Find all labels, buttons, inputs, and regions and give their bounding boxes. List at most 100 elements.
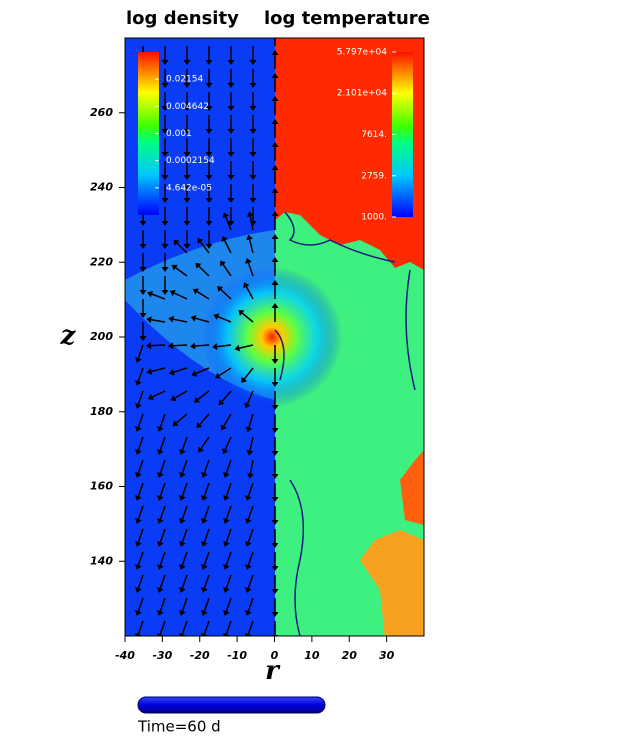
arrow-head xyxy=(193,396,201,403)
arrow-head xyxy=(227,152,235,157)
arrow-shaft xyxy=(217,344,232,348)
arrow-head xyxy=(139,336,147,341)
arrow-shaft xyxy=(217,316,232,323)
arrow-head xyxy=(161,129,169,134)
arrow-head xyxy=(135,357,142,363)
arrow-shaft xyxy=(203,597,210,612)
arrow-head xyxy=(135,564,142,570)
arrow-head xyxy=(205,152,213,157)
arrow-shaft xyxy=(137,597,144,612)
y-axis-label: z xyxy=(60,321,77,351)
arrow-shaft xyxy=(223,413,232,427)
arrow-head xyxy=(183,152,191,157)
arrow-head xyxy=(157,587,164,593)
arrow-shaft xyxy=(196,290,210,300)
arrow-shaft xyxy=(197,390,210,401)
colorbar-label: 2.101e+04 xyxy=(337,89,388,99)
arrow-shaft xyxy=(245,286,254,300)
arrow-head xyxy=(227,60,235,65)
arrow-head xyxy=(205,244,213,249)
arrow-head xyxy=(196,422,203,429)
arrow-shaft xyxy=(151,367,166,373)
arrow-head xyxy=(246,449,254,456)
arrow-shaft xyxy=(225,597,232,612)
arrow-head xyxy=(213,313,220,320)
arrow-shaft xyxy=(181,551,188,566)
arrow-head xyxy=(246,211,254,217)
arrow-head xyxy=(234,344,241,352)
arrow-shaft xyxy=(241,312,254,323)
arrow-shaft xyxy=(224,436,232,451)
arrow-head xyxy=(201,564,208,570)
arrow-shaft xyxy=(181,459,188,474)
arrow-head xyxy=(139,267,147,272)
arrow-shaft xyxy=(175,267,188,277)
arrow-head xyxy=(223,587,230,593)
arrow-head xyxy=(157,633,164,636)
arrow-head xyxy=(139,290,147,295)
arrow-shaft xyxy=(151,293,166,300)
arrow-shaft xyxy=(159,528,166,543)
arrow-head xyxy=(222,212,230,219)
arrow-shaft xyxy=(203,459,210,474)
arrow-head xyxy=(249,60,257,65)
arrow-head xyxy=(201,472,208,478)
arrow-shaft xyxy=(247,620,254,635)
arrow-head xyxy=(147,393,154,401)
arrow-head xyxy=(161,221,169,226)
arrow-head xyxy=(243,282,250,289)
arrow-shaft xyxy=(194,344,210,347)
arrow-shaft xyxy=(225,482,232,497)
arrow-head xyxy=(271,589,279,594)
arrow-head xyxy=(161,83,169,88)
arrow-head xyxy=(271,382,279,387)
arrow-shaft xyxy=(159,459,166,474)
contour xyxy=(274,211,416,636)
arrow-head xyxy=(227,175,235,180)
arrow-shaft xyxy=(200,436,210,449)
y-tick-label: 160 xyxy=(90,480,113,493)
arrow-head xyxy=(245,518,252,524)
arrow-shaft xyxy=(248,413,254,428)
x-tick-label: 10 xyxy=(304,649,320,662)
arrow-shaft xyxy=(137,390,144,405)
arrow-head xyxy=(249,83,257,88)
arrow-shaft xyxy=(181,528,188,543)
arrow-head xyxy=(157,541,164,547)
arrow-head xyxy=(168,342,174,350)
arrow-shaft xyxy=(203,574,210,589)
arrow-shaft xyxy=(225,620,232,635)
arrow-head xyxy=(139,313,147,318)
arrow-shaft xyxy=(137,436,144,451)
arrow-head xyxy=(173,239,180,246)
arrow-head xyxy=(245,426,253,433)
arrow-head xyxy=(245,564,252,570)
arrow-head xyxy=(205,129,213,134)
arrow-head xyxy=(223,633,230,636)
time-slider[interactable] xyxy=(137,696,326,714)
arrow-head xyxy=(249,198,257,203)
arrow-head xyxy=(245,610,252,616)
arrow-head xyxy=(172,420,179,427)
arrow-shaft xyxy=(137,551,144,566)
arrow-shaft xyxy=(181,574,188,589)
arrow-head xyxy=(271,303,279,308)
arrow-head xyxy=(218,399,225,406)
arrow-head xyxy=(271,50,279,55)
x-tick-label: 30 xyxy=(379,649,395,662)
arrow-head xyxy=(135,610,142,616)
arrow-head xyxy=(271,612,279,617)
arrow-head xyxy=(183,244,191,249)
arrow-shaft xyxy=(137,413,144,428)
arrow-head xyxy=(220,260,226,267)
arrow-head xyxy=(271,359,279,364)
arrow-shaft xyxy=(203,482,210,497)
arrow-head xyxy=(245,587,252,593)
colorbar-label: 0.02154 xyxy=(166,75,203,85)
arrow-head xyxy=(212,343,218,351)
arrow-head xyxy=(223,541,230,547)
arrow-head xyxy=(190,342,196,350)
arrow-shaft xyxy=(203,505,210,520)
arrow-head xyxy=(223,495,230,501)
arrow-head xyxy=(205,175,213,180)
